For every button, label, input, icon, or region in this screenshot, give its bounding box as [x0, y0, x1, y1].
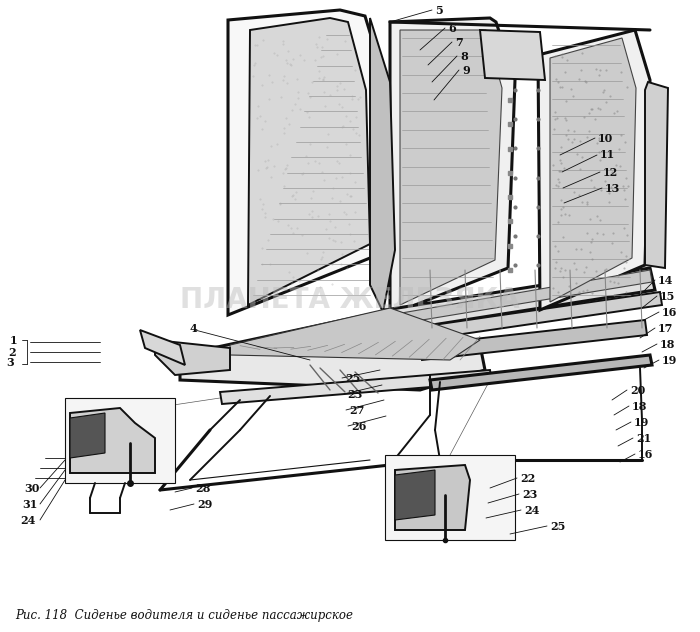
Text: 23: 23	[522, 489, 538, 499]
Text: 29: 29	[197, 499, 212, 509]
Polygon shape	[228, 10, 390, 315]
Text: 17: 17	[658, 322, 673, 334]
Polygon shape	[70, 413, 105, 458]
Polygon shape	[230, 308, 480, 360]
Text: 25: 25	[345, 372, 361, 384]
Text: 3: 3	[6, 356, 14, 367]
Text: 2: 2	[8, 346, 15, 358]
Text: ПЛАНЕТА ЖЕЛЕЗЯКА: ПЛАНЕТА ЖЕЛЕЗЯКА	[180, 286, 520, 314]
Polygon shape	[538, 30, 650, 310]
Text: 8: 8	[460, 51, 468, 61]
Polygon shape	[220, 370, 492, 404]
Text: 22: 22	[520, 473, 536, 483]
Polygon shape	[390, 18, 515, 315]
Text: 23: 23	[347, 389, 363, 399]
Text: 5: 5	[435, 4, 442, 16]
Polygon shape	[400, 30, 502, 305]
Text: 26: 26	[351, 420, 366, 432]
Text: 19: 19	[662, 355, 678, 365]
Text: 19: 19	[634, 416, 650, 427]
Polygon shape	[385, 455, 515, 540]
Text: 18: 18	[660, 339, 675, 349]
Polygon shape	[420, 320, 647, 360]
Text: 10: 10	[598, 133, 613, 143]
Text: 25: 25	[550, 521, 566, 532]
Text: 21: 21	[636, 432, 651, 444]
Text: 24: 24	[524, 504, 540, 516]
Polygon shape	[248, 18, 370, 305]
Text: 28: 28	[195, 482, 211, 494]
Polygon shape	[645, 82, 668, 268]
Polygon shape	[140, 330, 185, 365]
Text: 7: 7	[455, 37, 463, 47]
Text: 31: 31	[22, 499, 37, 509]
Text: 4: 4	[190, 322, 197, 334]
Text: 12: 12	[603, 166, 618, 178]
Polygon shape	[550, 38, 636, 302]
Text: 14: 14	[658, 274, 673, 286]
Polygon shape	[430, 355, 652, 390]
Text: 20: 20	[630, 384, 645, 396]
Text: 18: 18	[632, 401, 648, 411]
Polygon shape	[70, 408, 155, 473]
Text: 30: 30	[24, 482, 39, 494]
Text: 27: 27	[349, 404, 365, 415]
Text: 11: 11	[600, 150, 615, 161]
Text: 16: 16	[662, 307, 678, 317]
Polygon shape	[155, 340, 230, 375]
Polygon shape	[370, 18, 395, 312]
Text: 15: 15	[660, 291, 675, 301]
Polygon shape	[385, 268, 655, 332]
Text: Рис. 118  Сиденье водителя и сиденье пассажирское: Рис. 118 Сиденье водителя и сиденье пасс…	[15, 609, 353, 623]
Text: 24: 24	[20, 514, 36, 525]
Text: 13: 13	[605, 183, 620, 193]
Polygon shape	[395, 465, 470, 530]
Polygon shape	[65, 398, 175, 483]
Polygon shape	[395, 470, 435, 520]
Polygon shape	[180, 310, 485, 390]
Text: 6: 6	[448, 23, 456, 33]
Text: 1: 1	[10, 334, 18, 346]
Text: 9: 9	[462, 64, 470, 75]
Polygon shape	[480, 30, 545, 80]
Text: 16: 16	[638, 449, 653, 459]
Polygon shape	[385, 292, 662, 345]
Polygon shape	[390, 270, 652, 325]
